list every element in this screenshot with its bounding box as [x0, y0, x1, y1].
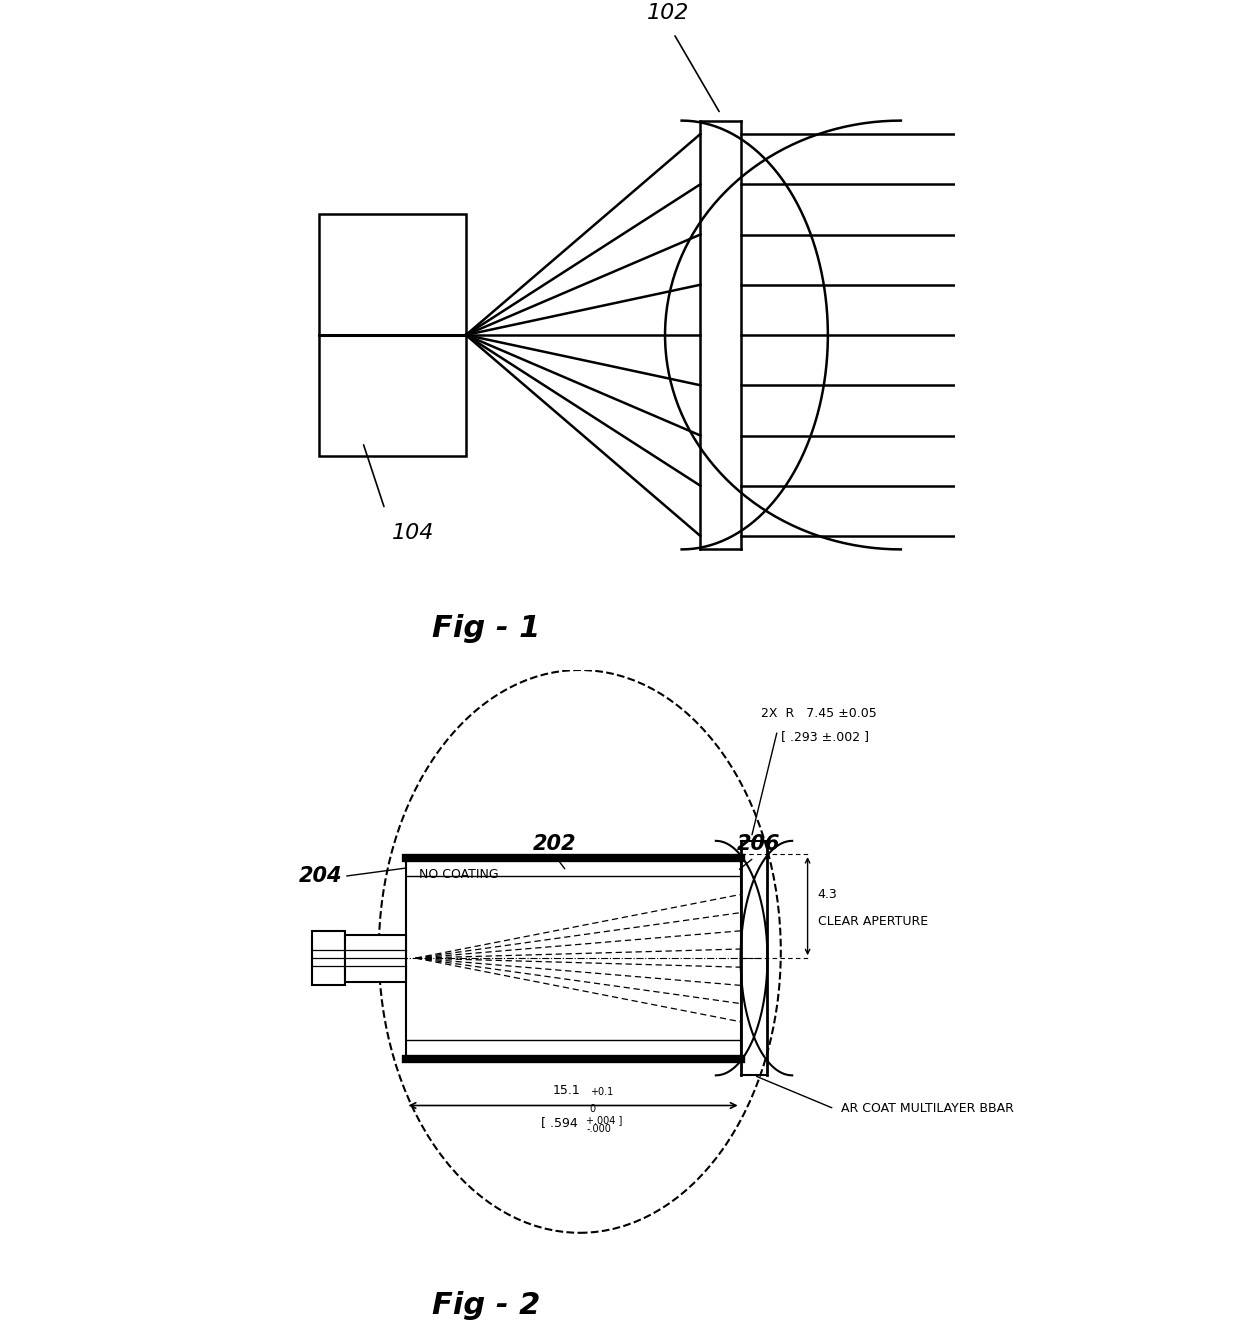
Text: Fig - 1: Fig - 1 [432, 614, 541, 643]
Text: [ .293 ±.002 ]: [ .293 ±.002 ] [781, 730, 869, 744]
Text: +.004 ]: +.004 ] [587, 1115, 622, 1126]
Bar [319, 214, 466, 456]
Text: 104: 104 [392, 523, 434, 543]
Text: NO COATING: NO COATING [419, 868, 498, 880]
Bar [405, 858, 740, 1059]
Text: 204: 204 [299, 867, 342, 886]
Text: [ .594: [ .594 [542, 1115, 578, 1128]
Text: 4.3: 4.3 [817, 888, 837, 900]
Text: AR COAT MULTILAYER BBAR: AR COAT MULTILAYER BBAR [841, 1103, 1014, 1115]
Text: 0: 0 [590, 1104, 596, 1114]
Text: -.000: -.000 [587, 1124, 611, 1134]
Text: +0.1: +0.1 [590, 1088, 613, 1097]
Text: 206: 206 [738, 835, 781, 855]
Text: 15.1: 15.1 [553, 1084, 580, 1097]
Text: 2X  R   7.45 ±0.05: 2X R 7.45 ±0.05 [760, 708, 877, 720]
Bar [311, 931, 345, 985]
Text: CLEAR APERTURE: CLEAR APERTURE [817, 914, 928, 927]
Bar [345, 935, 405, 981]
Text: 102: 102 [647, 4, 689, 24]
Text: Fig - 2: Fig - 2 [432, 1290, 541, 1320]
Text: 202: 202 [533, 835, 577, 855]
